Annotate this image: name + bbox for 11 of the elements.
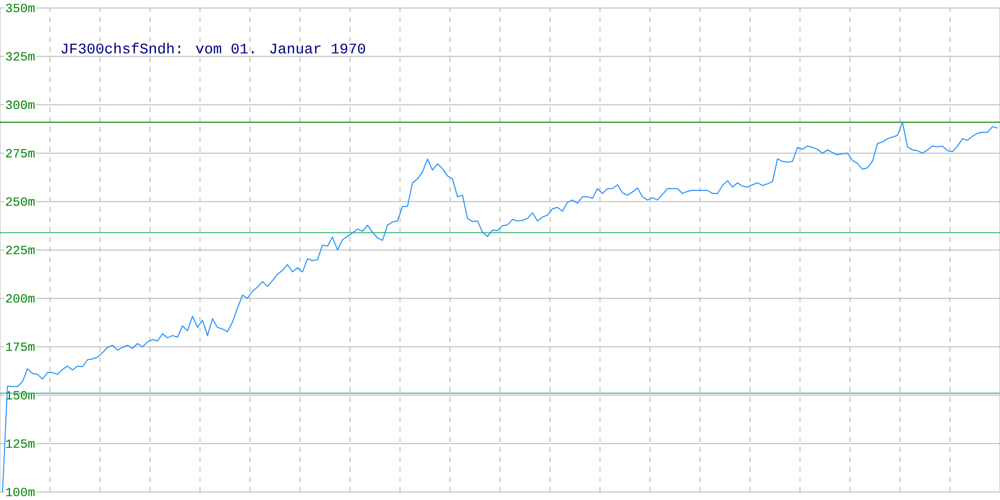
y-tick-label: 250m xyxy=(6,197,35,206)
y-tick-label: 300m xyxy=(6,100,35,110)
text: JF300chsfSndh: vom 01. Januar 1970 xyxy=(61,42,366,54)
y-tick-label: 350m xyxy=(6,4,35,12)
y-tick-label: 175m xyxy=(6,342,35,351)
y-tick-label: 200m xyxy=(6,294,35,303)
y-tick-label: 325m xyxy=(6,52,35,61)
y-tick-label: 225m xyxy=(6,246,35,254)
y-tick-label: 100m xyxy=(6,488,35,496)
y-tick-label: 275m xyxy=(6,148,35,158)
y-tick-label: 125m xyxy=(6,439,35,448)
